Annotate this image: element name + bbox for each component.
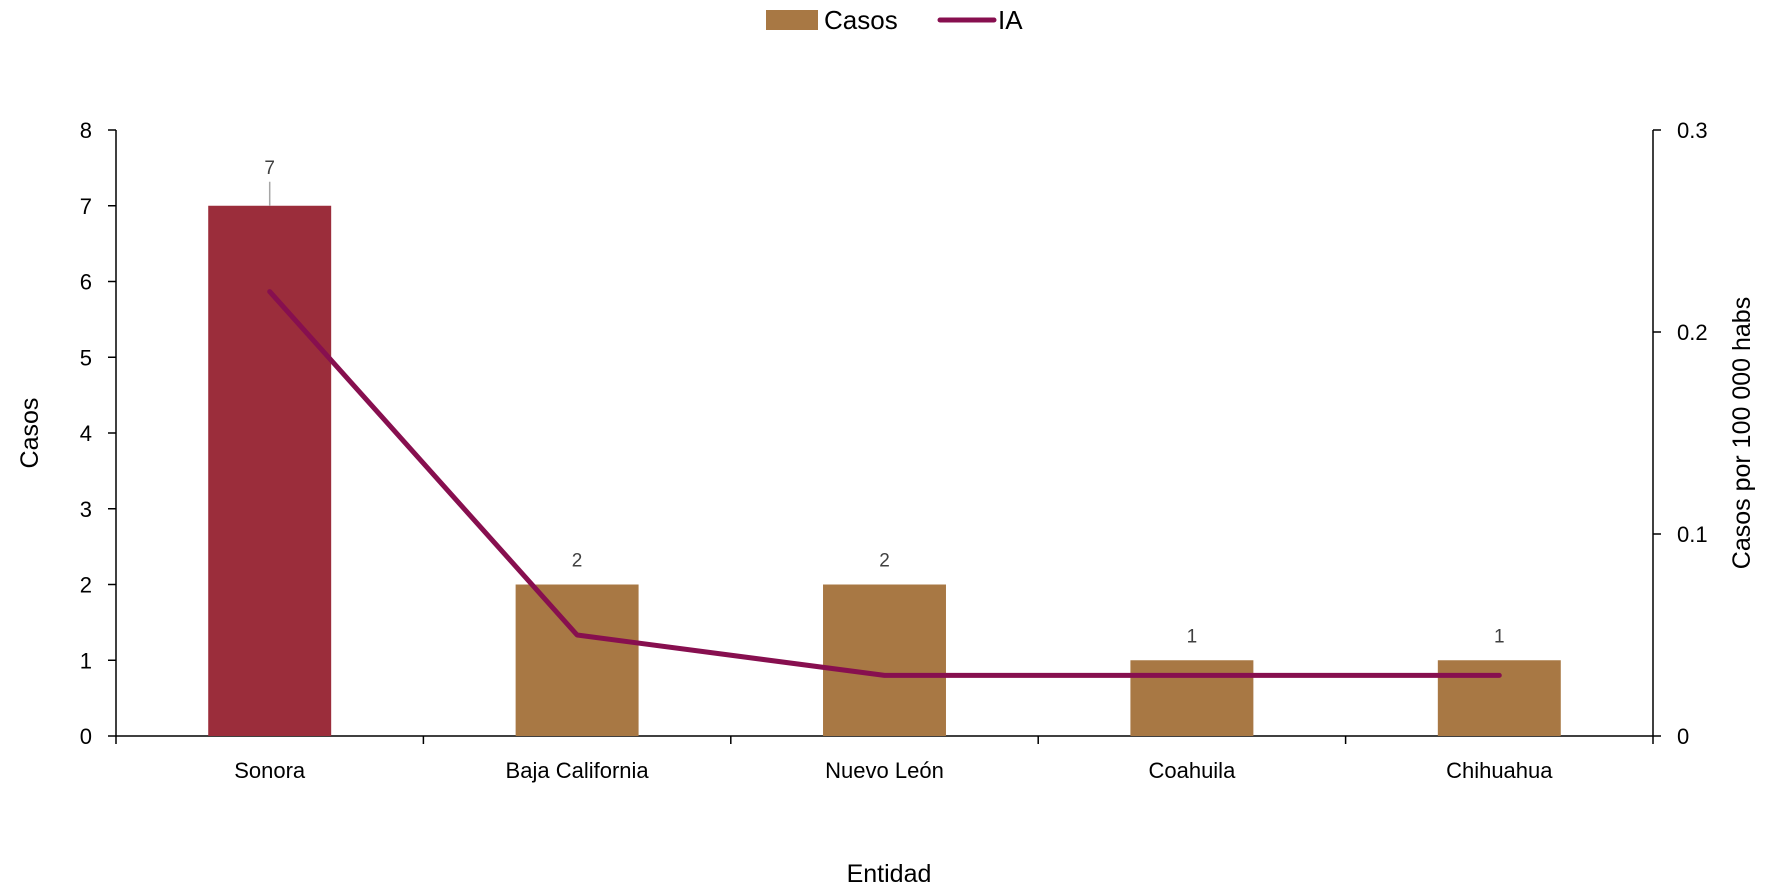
- legend-label-casos: Casos: [824, 5, 898, 35]
- bar-data-label: 1: [1187, 626, 1198, 647]
- y-tick-label: 7: [80, 194, 92, 219]
- y-axis-title: Casos: [16, 398, 44, 469]
- bar: [1130, 660, 1254, 736]
- y-ticks-left: 0 1 2 3 4 5 6 7 8: [80, 118, 116, 749]
- legend-label-ia: IA: [998, 5, 1023, 35]
- y-tick-label: 1: [80, 648, 92, 673]
- bar-data-label: 1: [1494, 626, 1505, 647]
- y-tick-label: 2: [80, 573, 92, 598]
- x-tick-label: Nuevo León: [825, 758, 944, 783]
- data-labels: 7 2 2 1 1: [264, 158, 1504, 648]
- y-tick-label: 6: [80, 270, 92, 295]
- bar-data-label: 2: [572, 551, 583, 572]
- y2-tick-label: 0.1: [1677, 522, 1708, 547]
- y-tick-label: 8: [80, 118, 92, 143]
- bars: [208, 205, 1561, 736]
- x-tick-label: Chihuahua: [1446, 758, 1553, 783]
- y2-tick-label: 0.3: [1677, 118, 1708, 143]
- y-ticks-right: 0 0.1 0.2 0.3: [1653, 118, 1708, 749]
- bar-data-label: 2: [879, 551, 890, 572]
- y-tick-label: 3: [80, 497, 92, 522]
- bar: [515, 584, 639, 736]
- y2-tick-label: 0.2: [1677, 320, 1708, 345]
- legend: Casos IA: [766, 5, 1023, 35]
- x-ticks: Sonora Baja California Nuevo León Coahuila C…: [115, 736, 1654, 783]
- bar: [1437, 660, 1561, 736]
- y-tick-label: 4: [80, 421, 92, 446]
- x-axis-title: Entidad: [847, 860, 932, 885]
- y-tick-label: 0: [80, 724, 92, 749]
- x-tick-label: Coahuila: [1148, 758, 1236, 783]
- y2-axis-title: Casos por 100 000 habs: [1728, 297, 1756, 569]
- x-tick-label: Sonora: [234, 758, 306, 783]
- y2-tick-label: 0: [1677, 724, 1689, 749]
- bar: [823, 584, 946, 736]
- x-tick-label: Baja California: [506, 758, 650, 783]
- bar-data-label: 7: [264, 158, 275, 179]
- y-tick-label: 5: [80, 345, 92, 370]
- legend-swatch-casos: [766, 10, 818, 30]
- ia-line-series: [267, 289, 1502, 678]
- bar: [208, 205, 332, 736]
